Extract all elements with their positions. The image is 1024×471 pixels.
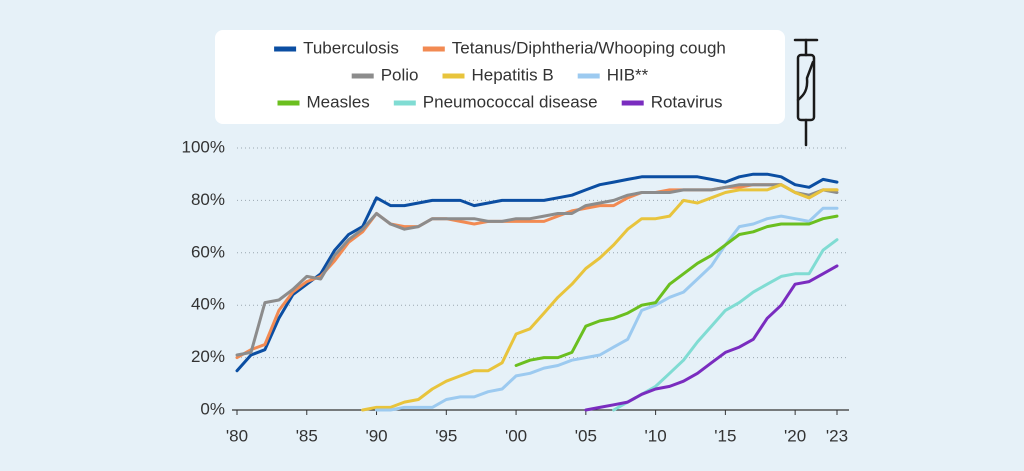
legend-label: Hepatitis B xyxy=(472,65,554,84)
legend-item: HIB** xyxy=(577,65,649,84)
y-tick-label: 0% xyxy=(200,399,225,418)
legend-label: Polio xyxy=(381,65,419,84)
x-tick-label: '95 xyxy=(435,426,457,445)
legend-item: Hepatitis B xyxy=(442,65,554,84)
series-line xyxy=(375,206,839,412)
x-tick-label: '15 xyxy=(714,426,736,445)
legend-label: Tuberculosis xyxy=(303,38,399,57)
x-tick-label: '00 xyxy=(505,426,527,445)
x-tick-label: '05 xyxy=(575,426,597,445)
y-tick-label: 100% xyxy=(182,137,225,156)
legend-label: Rotavirus xyxy=(651,92,723,111)
y-tick-label: 20% xyxy=(191,347,225,366)
y-tick-label: 40% xyxy=(191,295,225,314)
lines xyxy=(235,172,839,412)
series-line xyxy=(612,238,839,412)
legend: Tuberculosis Tetanus/Diphtheria/Whooping … xyxy=(274,38,726,111)
legend-item: Rotavirus xyxy=(621,92,723,111)
y-tick-label: 80% xyxy=(191,190,225,209)
legend-label: Tetanus/Diphtheria/Whooping cough xyxy=(452,38,726,57)
legend-item: Pneumococcal disease xyxy=(393,92,598,111)
legend-item: Polio xyxy=(351,65,419,84)
series-line xyxy=(361,183,839,412)
legend-label: Pneumococcal disease xyxy=(423,92,598,111)
x-tick-label: '20 xyxy=(784,426,806,445)
x-tick-label: '10 xyxy=(645,426,667,445)
y-tick-label: 60% xyxy=(191,242,225,261)
series-line xyxy=(235,183,839,360)
legend-item: Tuberculosis xyxy=(274,38,399,57)
grid: 0% 20% 40% 60% 80% 100% '80 '85 '90 '95 '00 '05 '10 '… xyxy=(182,137,849,445)
legend-item: Tetanus/Diphtheria/Whooping cough xyxy=(422,38,726,57)
syringe-icon xyxy=(793,38,819,147)
x-tick-label: '80 xyxy=(226,426,248,445)
series-line xyxy=(235,183,839,357)
x-tick-label: '23 xyxy=(826,426,848,445)
series-line xyxy=(514,214,839,367)
series-line xyxy=(235,172,839,373)
legend-item: Measles xyxy=(277,92,370,111)
legend-label: Measles xyxy=(307,92,370,111)
legend-label: HIB** xyxy=(607,65,649,84)
x-tick-label: '90 xyxy=(365,426,387,445)
series-line xyxy=(584,264,839,412)
x-tick-label: '85 xyxy=(296,426,318,445)
